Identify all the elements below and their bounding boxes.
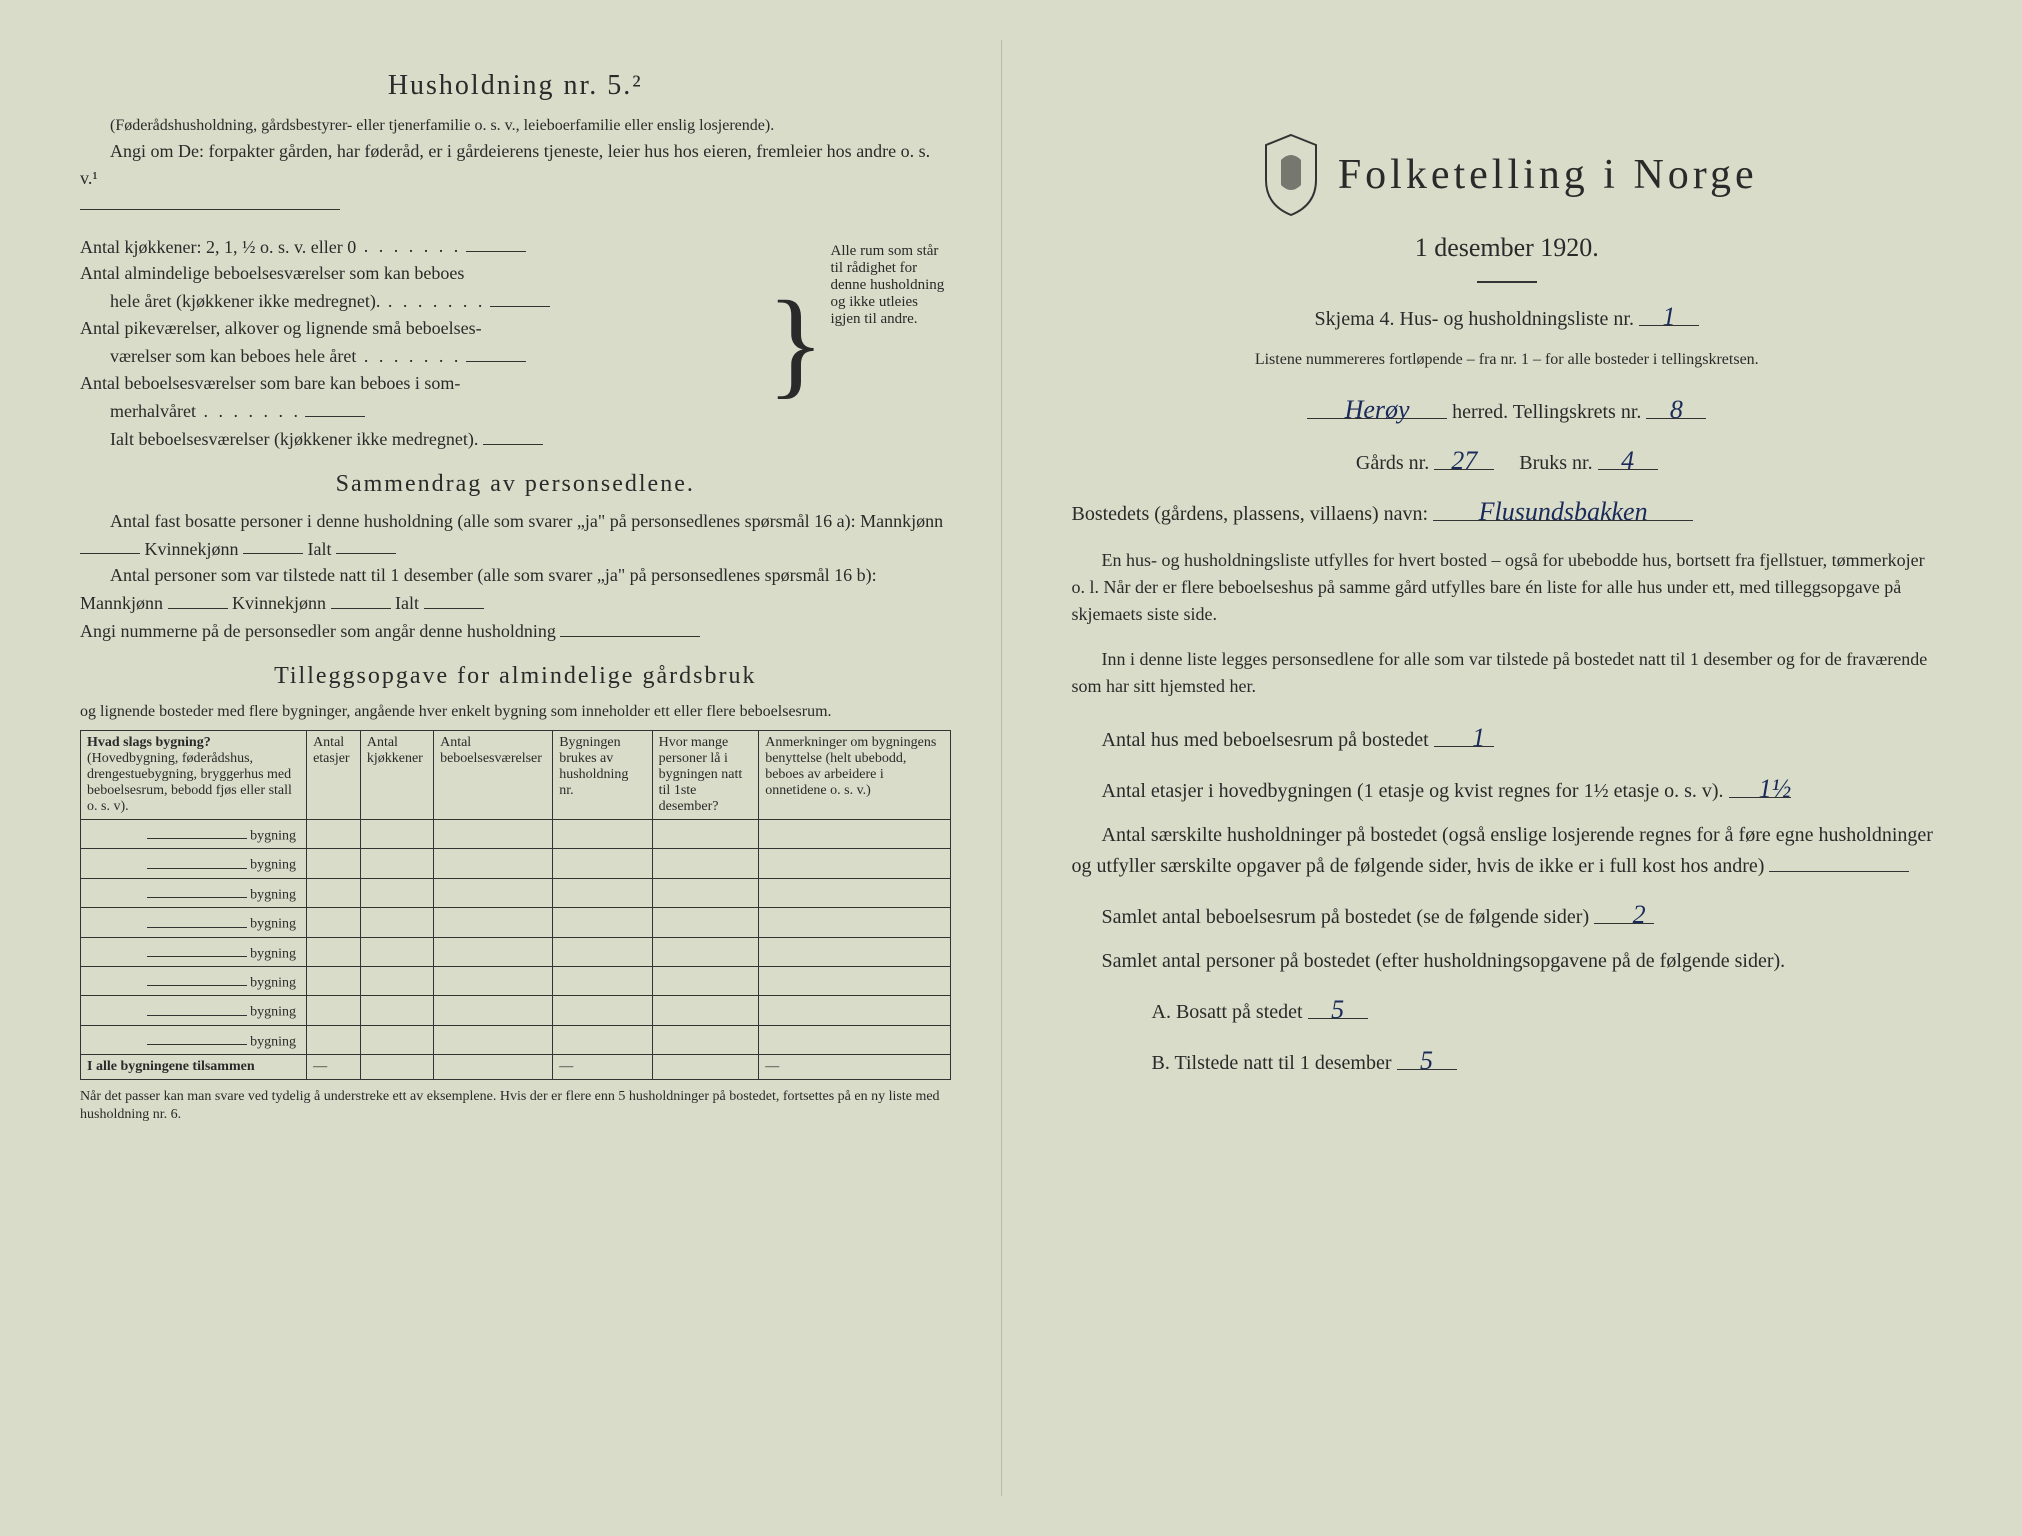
coat-of-arms-icon <box>1256 130 1326 220</box>
qB-label: B. Tilstede natt til 1 desember <box>1152 1052 1392 1074</box>
bygning-tbody: bygning bygning bygning bygning bygning … <box>81 819 951 1079</box>
left-page: Husholdning nr. 5.² (Føderådshusholdning… <box>30 40 1002 1496</box>
right-page: Folketelling i Norge 1 desember 1920. Sk… <box>1002 40 1993 1496</box>
table-row: bygning <box>81 996 951 1025</box>
th6: Hvor mange personer lå i bygningen natt … <box>652 730 759 819</box>
th1-sub: (Hovedbygning, føderådshus, drengestueby… <box>87 751 292 814</box>
kvinne2-lbl: Kvinnekjønn <box>232 593 326 613</box>
table-row: bygning <box>81 849 951 878</box>
nummer-blank <box>560 617 700 637</box>
herred-label: herred. Tellingskrets nr. <box>1452 401 1641 423</box>
th1: Hvad slags bygning? <box>87 735 211 750</box>
table-row: bygning <box>81 878 951 907</box>
table-row: bygning <box>81 819 951 848</box>
kvinne2-blank <box>331 589 391 609</box>
qA-value: 5 <box>1308 990 1368 1019</box>
rooms3-blank <box>466 342 526 362</box>
table-row: bygning <box>81 908 951 937</box>
page-title: Folketelling i Norge <box>1338 151 1758 199</box>
ialt1-blank <box>336 535 396 555</box>
bruks-label: Bruks nr. <box>1519 452 1592 474</box>
table-row: bygning <box>81 937 951 966</box>
tillegg-sub: og lignende bosteder med flere bygninger… <box>80 700 951 724</box>
q4-label: Samlet antal beboelsesrum på bostedet (s… <box>1102 906 1590 928</box>
rooms-l1: Antal kjøkkener: 2, 1, ½ o. s. v. eller … <box>80 236 356 256</box>
summary-heading: Sammendrag av personsedlene. <box>80 471 951 498</box>
angi-blank <box>80 192 340 210</box>
q3-blank <box>1769 850 1909 872</box>
q1-label: Antal hus med beboelsesrum på bostedet <box>1102 729 1429 751</box>
rooms-l3a: Antal pikeværelser, alkover og lignende … <box>80 318 482 338</box>
q2-label: Antal etasjer i hovedbygningen (1 etasje… <box>1102 780 1724 802</box>
q4-value: 2 <box>1594 895 1654 924</box>
title-row: Folketelling i Norge <box>1072 130 1943 220</box>
table-total: I alle bygningene tilsammen <box>81 1055 307 1080</box>
brace-text: Alle rum som står til rådighet for denne… <box>831 233 951 453</box>
rooms2-blank <box>490 287 550 307</box>
kvinne1-lbl: Kvinnekjønn <box>145 538 239 558</box>
ialt2-blank <box>424 589 484 609</box>
table-row: bygning <box>81 966 951 995</box>
herred-value: Herøy <box>1307 390 1447 419</box>
divider <box>1477 281 1537 283</box>
q5-label: Samlet antal personer på bostedet (efter… <box>1072 946 1943 976</box>
ialt2-lbl: Ialt <box>395 593 419 613</box>
krets-value: 8 <box>1646 390 1706 419</box>
rooms-block: Antal kjøkkener: 2, 1, ½ o. s. v. eller … <box>80 233 951 453</box>
summary1: Antal fast bosatte personer i denne hush… <box>110 511 943 531</box>
th5: Bygningen brukes av husholdning nr. <box>553 730 652 819</box>
rooms-l4b: merhalvåret <box>110 401 196 421</box>
bosted-value: Flusundsbakken <box>1433 492 1693 521</box>
th3: Antal kjøkkener <box>360 730 433 819</box>
rooms-l2a: Antal almindelige beboelsesværelser som … <box>80 263 464 283</box>
table-row: bygning <box>81 1025 951 1054</box>
tillegg-heading: Tilleggsopgave for almindelige gårdsbruk <box>80 663 951 690</box>
rooms-l3b: værelser som kan beboes hele året <box>110 346 356 366</box>
rooms4-blank <box>305 397 365 417</box>
mann1-blank <box>80 535 140 555</box>
para2: Inn i denne liste legges personsedlene f… <box>1072 646 1943 700</box>
rooms-l4a: Antal beboelsesværelser som bare kan beb… <box>80 373 460 393</box>
intro-paren: (Føderådshusholdning, gårdsbestyrer- ell… <box>80 114 951 138</box>
gards-label: Gårds nr. <box>1356 452 1429 474</box>
rooms-total-blank <box>483 425 543 445</box>
mann2-blank <box>168 589 228 609</box>
gards-value: 27 <box>1434 441 1494 470</box>
th7: Anmerkninger om bygningens benyttelse (h… <box>759 730 950 819</box>
rooms-l2b: hele året (kjøkkener ikke medregnet). <box>110 291 380 311</box>
qA-label: A. Bosatt på stedet <box>1152 1001 1303 1023</box>
ialt1-lbl: Ialt <box>308 538 332 558</box>
summary3: Angi nummerne på de personsedler som ang… <box>80 621 556 641</box>
bosted-label: Bostedets (gårdens, plassens, villaens) … <box>1072 503 1429 525</box>
footnote: Når det passer kan man svare ved tydelig… <box>80 1088 951 1124</box>
husholdning-heading: Husholdning nr. 5.² <box>80 70 951 102</box>
bygning-table: Hvad slags bygning?(Hovedbygning, føderå… <box>80 730 951 1080</box>
th4: Antal beboelsesværelser <box>434 730 553 819</box>
listene-note: Listene nummereres fortløpende – fra nr.… <box>1072 348 1943 372</box>
kitchen-blank <box>466 233 526 253</box>
kvinne1-blank <box>243 535 303 555</box>
q2-value: 1½ <box>1729 769 1792 798</box>
q1-value: 1 <box>1434 718 1494 747</box>
skjema-label: Skjema 4. Hus- og husholdningsliste nr. <box>1315 308 1634 330</box>
para1: En hus- og husholdningsliste utfylles fo… <box>1072 547 1943 628</box>
brace-icon: } <box>761 283 831 403</box>
table-total-row: I alle bygningene tilsammen——— <box>81 1055 951 1080</box>
th2: Antal etasjer <box>307 730 361 819</box>
qB-value: 5 <box>1397 1041 1457 1070</box>
bruks-value: 4 <box>1598 441 1658 470</box>
rooms-l5: Ialt beboelsesværelser (kjøkkener ikke m… <box>110 429 478 449</box>
date-subtitle: 1 desember 1920. <box>1072 228 1943 267</box>
intro-angi: Angi om De: forpakter gården, har føderå… <box>80 138 951 192</box>
skjema-value: 1 <box>1639 297 1699 326</box>
